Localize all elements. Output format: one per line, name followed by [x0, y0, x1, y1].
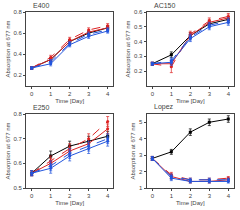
svg-text:3: 3 — [87, 193, 91, 199]
svg-text:1: 1 — [49, 193, 53, 199]
svg-text:1: 1 — [49, 91, 53, 97]
svg-text:0.5: 0.5 — [134, 24, 143, 30]
svg-text:4: 4 — [227, 91, 231, 97]
svg-text:0.7: 0.7 — [13, 136, 22, 142]
svg-text:0.5: 0.5 — [13, 185, 22, 191]
svg-text:Absorption at 677 nm: Absorption at 677 nm — [130, 123, 136, 180]
svg-text:2: 2 — [189, 193, 193, 199]
svg-text:3: 3 — [87, 91, 91, 97]
svg-text:0.8: 0.8 — [13, 111, 22, 117]
svg-text:0: 0 — [30, 193, 34, 199]
svg-text:Time [Day]: Time [Day] — [176, 98, 205, 104]
svg-text:0.6: 0.6 — [134, 9, 143, 15]
svg-text:Lopez: Lopez — [154, 103, 174, 111]
svg-text:0.2: 0.2 — [13, 72, 22, 78]
svg-text:2: 2 — [139, 169, 143, 175]
svg-text:AC150: AC150 — [154, 2, 176, 9]
svg-text:3: 3 — [208, 193, 212, 199]
svg-text:2: 2 — [68, 193, 72, 199]
svg-text:1: 1 — [170, 193, 174, 199]
svg-text:Absorption at 677 nm: Absorption at 677 nm — [125, 20, 131, 77]
svg-text:0.6: 0.6 — [13, 30, 22, 36]
svg-text:0.2: 0.2 — [134, 68, 143, 74]
svg-text:3: 3 — [208, 91, 212, 97]
svg-text:2: 2 — [68, 91, 72, 97]
svg-text:5: 5 — [139, 119, 143, 125]
svg-text:0: 0 — [151, 91, 155, 97]
svg-text:Time [Day]: Time [Day] — [176, 200, 205, 206]
svg-text:E400: E400 — [33, 2, 49, 9]
svg-text:4: 4 — [106, 193, 110, 199]
svg-text:Absorption at 677 nm: Absorption at 677 nm — [5, 123, 11, 180]
svg-text:0: 0 — [30, 91, 34, 97]
svg-text:Time [Day]: Time [Day] — [55, 200, 84, 206]
svg-text:1: 1 — [170, 91, 174, 97]
svg-text:2: 2 — [189, 91, 193, 97]
svg-text:E250: E250 — [33, 104, 49, 111]
svg-text:0: 0 — [151, 193, 155, 199]
svg-text:1: 1 — [139, 185, 143, 191]
svg-text:0.3: 0.3 — [134, 53, 143, 59]
svg-text:Time [Day]: Time [Day] — [55, 98, 84, 104]
svg-text:0.4: 0.4 — [13, 51, 22, 57]
svg-text:Absorption at 677 nm: Absorption at 677 nm — [5, 20, 11, 77]
svg-text:0.4: 0.4 — [134, 39, 143, 45]
svg-text:0.8: 0.8 — [13, 9, 22, 15]
svg-text:0.6: 0.6 — [13, 160, 22, 166]
svg-text:3: 3 — [139, 152, 143, 158]
svg-text:4: 4 — [106, 91, 110, 97]
svg-text:4: 4 — [227, 193, 231, 199]
svg-text:4: 4 — [139, 136, 143, 142]
